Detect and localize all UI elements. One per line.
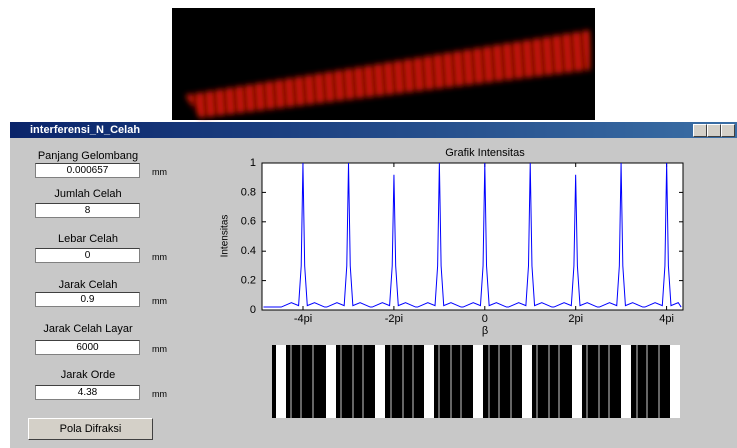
close-button[interactable] [721, 124, 735, 137]
edit-box[interactable]: 8 [35, 203, 140, 218]
edit-box[interactable]: 0.000657 [35, 163, 140, 178]
edit-box[interactable]: 0 [35, 248, 140, 263]
y-tick-label: 0.8 [241, 186, 256, 198]
title-bar: interferensi_N_Celah [10, 122, 737, 138]
field-label: Jarak Orde [60, 369, 116, 381]
y-tick-label: 0.6 [241, 216, 256, 228]
x-tick-label: 2pi [568, 313, 583, 325]
y-tick-label: 0.2 [241, 275, 256, 287]
chart-title: Grafik Intensitas [445, 147, 525, 159]
edit-box[interactable]: 6000 [35, 340, 140, 355]
minimize-button[interactable] [693, 124, 707, 137]
field-label: Panjang Gelombang [37, 150, 139, 162]
x-tick-label: 0 [482, 313, 488, 325]
pattern-image [272, 345, 680, 418]
unit-label: mm [152, 252, 167, 262]
y-tick-label: 0.4 [241, 245, 256, 257]
unit-label: mm [152, 389, 167, 399]
edit-box[interactable]: 4.38 [35, 385, 140, 400]
field-label: Jarak Celah [58, 279, 118, 291]
maximize-button[interactable] [707, 124, 721, 137]
unit-label: mm [152, 296, 167, 306]
plot-area [261, 162, 684, 311]
edit-box[interactable]: 0.9 [35, 292, 140, 307]
intensity-line [263, 162, 682, 308]
unit-label: mm [152, 344, 167, 354]
pola-difraksi-button[interactable]: Pola Difraksi [28, 418, 153, 440]
y-axis-label: Intensitas [220, 215, 231, 258]
unit-label: mm [152, 167, 167, 177]
x-axis-label: β [482, 325, 488, 337]
y-tick-label: 1 [250, 157, 256, 169]
field-label: Lebar Celah [58, 233, 118, 245]
field-label: Jumlah Celah [54, 188, 122, 200]
field-label: Jarak Celah Layar [43, 323, 133, 335]
x-tick-label: -2pi [385, 313, 403, 325]
x-tick-label: -4pi [294, 313, 312, 325]
y-tick-label: 0 [250, 304, 256, 316]
x-tick-label: 4pi [659, 313, 674, 325]
